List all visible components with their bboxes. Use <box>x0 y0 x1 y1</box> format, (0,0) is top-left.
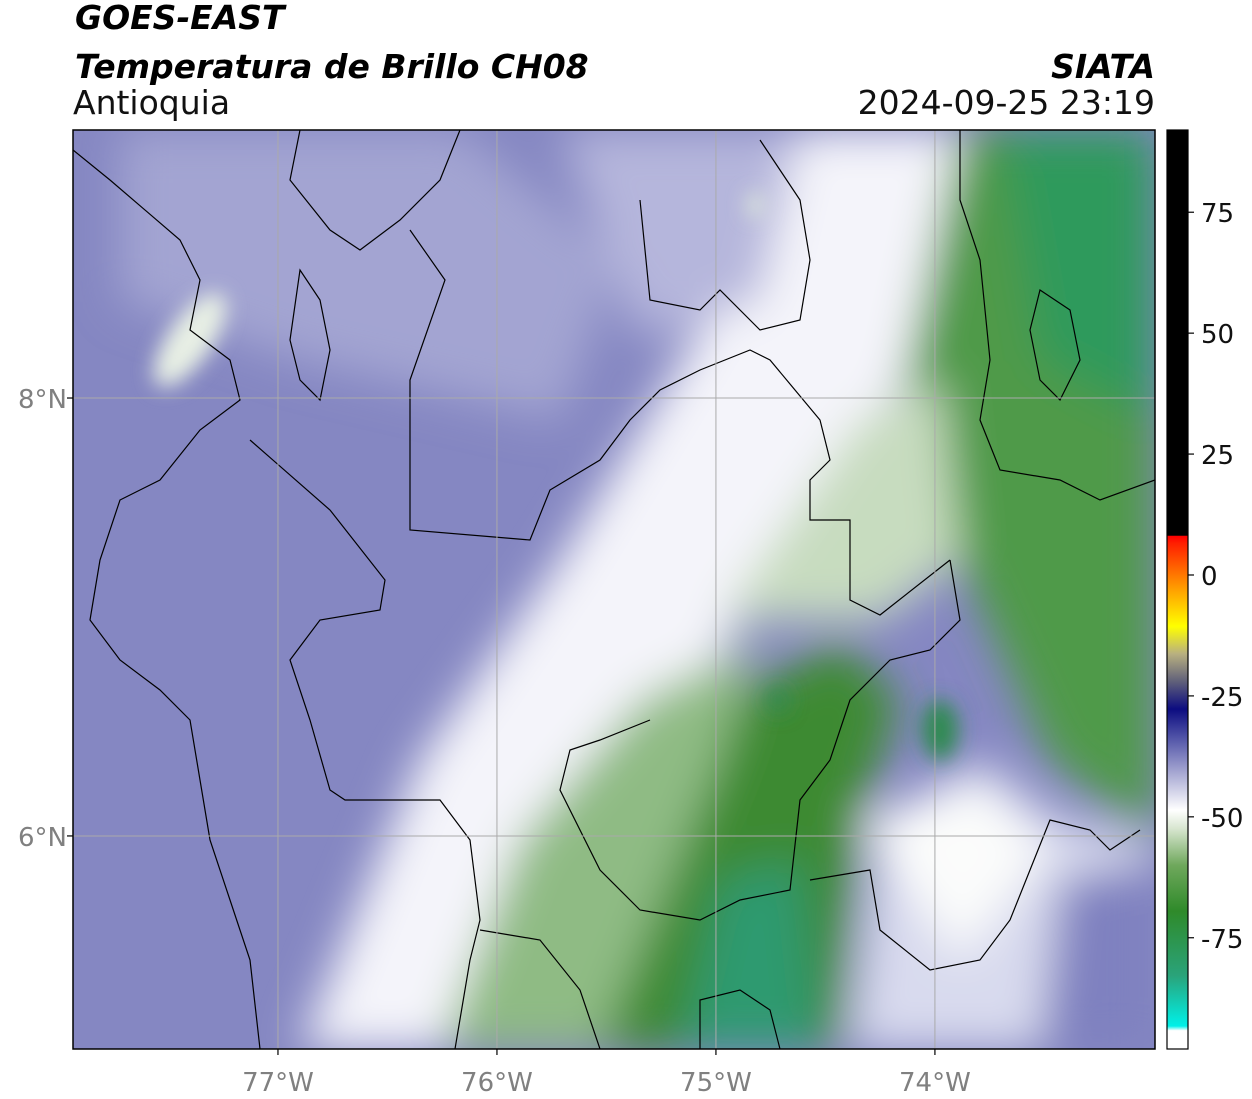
source: SIATA <box>1051 47 1155 86</box>
map-frame <box>72 129 1156 1050</box>
subtitle: Temperatura de Brillo CH08 <box>75 47 589 86</box>
x-tick-label: 77°W <box>242 1068 314 1098</box>
colorbar-tick-label: -75 <box>1201 925 1243 955</box>
x-tick-label: 76°W <box>461 1068 533 1098</box>
y-tick-label: 8°N <box>18 385 67 415</box>
colorbar-tick-label: -50 <box>1201 804 1243 834</box>
title: GOES-EAST <box>75 0 287 37</box>
region: Antioquia <box>73 83 230 122</box>
colorbar-tick-label: 25 <box>1201 441 1234 471</box>
colorbar-tick-label: 75 <box>1201 199 1234 229</box>
colorbar-tick-label: 0 <box>1201 562 1218 592</box>
grid <box>73 130 1155 1049</box>
map-image <box>73 130 1155 1049</box>
colorbar-tick-label: 50 <box>1201 320 1234 350</box>
y-tick-label: 6°N <box>18 823 67 853</box>
timestamp: 2024-09-25 23:19 <box>858 83 1155 122</box>
x-tick-label: 74°W <box>899 1068 971 1098</box>
colorbar-tick-label: -25 <box>1201 683 1243 713</box>
colorbar <box>1166 129 1189 1050</box>
x-tick-label: 75°W <box>680 1068 752 1098</box>
boundaries <box>73 130 1155 1049</box>
